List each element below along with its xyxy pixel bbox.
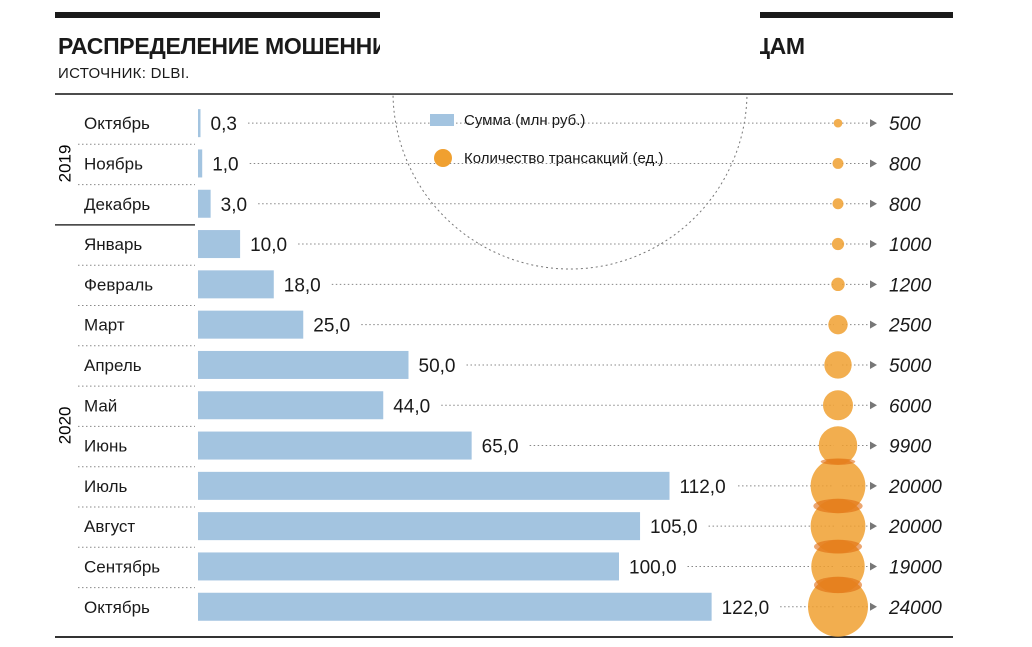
bar [198,552,619,581]
count-bubble [808,576,868,637]
bar-value-label: 65,0 [482,437,519,458]
leader-arrow [870,441,877,450]
count-bubble [824,351,852,379]
leader-arrow [870,119,877,128]
bubble-overlap [813,539,863,554]
category-label: Июнь [84,437,127,456]
count-bubble [832,157,844,169]
bar-value-label: 1,0 [212,154,238,175]
count-bubble [810,458,866,514]
leader-arrow [870,320,877,329]
count-value-label: 6000 [889,396,932,417]
category-label: Сентябрь [84,557,160,576]
bar-value-label: 3,0 [221,195,247,216]
leader-arrow [870,602,877,611]
count-value-label: 1000 [889,235,932,256]
count-bubble [828,314,848,335]
count-bubble [810,498,866,554]
leader-arrow [870,360,877,369]
year-label: 2019 [55,145,74,183]
bar-value-label: 10,0 [250,235,287,256]
year-label: 2020 [55,406,74,444]
category-label: Май [84,396,117,415]
count-value-label: 19000 [889,557,942,578]
bar [198,391,384,420]
bar-value-label: 122,0 [722,598,770,619]
bar-value-label: 44,0 [393,396,430,417]
count-bubble [832,198,844,210]
count-value-label: 800 [889,154,921,175]
bar [198,109,201,138]
leader-arrow [870,280,877,289]
bar [198,592,712,621]
count-value-label: 24000 [888,598,942,619]
count-value-label: 20000 [888,477,942,498]
count-bubble [818,426,858,465]
bar-value-label: 105,0 [650,517,698,538]
category-label: Июль [84,477,128,496]
category-label: Август [84,517,135,536]
leader-arrow [870,522,877,531]
bar-value-label: 25,0 [313,316,350,337]
category-label: Апрель [84,356,142,375]
bar-value-label: 18,0 [284,275,321,296]
category-label: Март [84,316,125,335]
leader-arrow [870,401,877,410]
leader-arrow [870,562,877,571]
legend-label-bar: Сумма (млн руб.) [464,112,585,129]
category-label: Октябрь [84,114,150,133]
bar [198,310,304,339]
count-value-label: 5000 [889,356,932,377]
leader-arrow [870,199,877,208]
count-value-label: 1200 [889,275,932,296]
bar [198,431,472,460]
bubble-overlap [813,498,863,514]
bar [198,270,274,299]
legend-label-bubble: Количество трансакций (ед.) [464,150,663,167]
leader-arrow [870,481,877,490]
bar-value-label: 0,3 [211,114,237,135]
category-label: Декабрь [84,195,150,214]
bar [198,350,409,379]
leader-arrow [870,240,877,249]
count-bubble [823,390,853,421]
bar-value-label: 50,0 [419,356,456,377]
bubble-overlap [813,576,863,594]
bar [198,512,641,541]
legend-swatch-bar [430,114,454,126]
count-value-label: 800 [889,195,921,216]
count-value-label: 2500 [888,316,932,337]
count-bubble [831,237,845,251]
chart-source: ИСТОЧНИК: DLBI. [58,65,190,82]
bar [198,230,241,259]
legend-swatch-bubble [434,149,452,167]
bar-value-label: 100,0 [629,557,677,578]
count-value-label: 500 [889,114,921,135]
bar [198,149,203,178]
leader-arrow [870,159,877,168]
bubble-overlap [820,458,856,465]
category-label: Октябрь [84,598,150,617]
legend-arc-mask [380,0,760,94]
bar [198,471,670,500]
count-bubble [831,277,845,292]
category-label: Февраль [84,275,153,294]
bar-value-label: 112,0 [680,477,726,498]
category-label: Январь [84,235,142,254]
category-label: Ноябрь [84,154,143,173]
count-bubble [833,118,843,128]
bar [198,189,211,218]
count-value-label: 9900 [889,437,932,458]
count-value-label: 20000 [888,517,942,538]
